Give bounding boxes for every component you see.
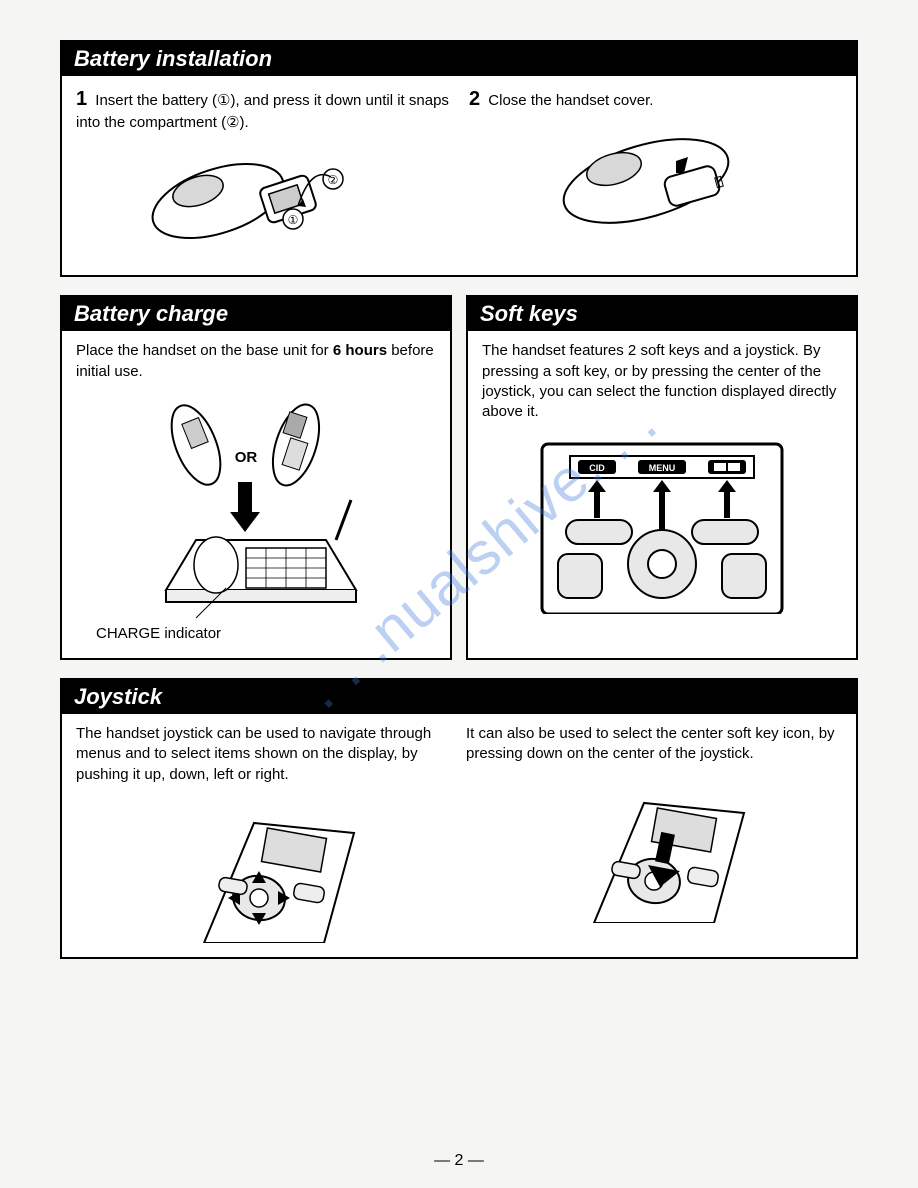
charge-caption: CHARGE indicator [76,624,436,644]
section-battery-charge: Battery charge Place the handset on the … [60,295,452,660]
illus-joystick-nav [76,793,452,943]
softkeys-text: The handset features 2 soft keys and a j… [482,341,842,422]
body-joystick: The handset joystick can be used to navi… [62,714,856,957]
joystick-text-right: It can also be used to select the center… [466,724,842,765]
body-battery-charge: Place the handset on the base unit for 6… [62,331,450,658]
illus-step1: ② ① [76,141,449,261]
charge-text: Place the handset on the base unit for 6… [76,341,436,382]
step-1: 1 Insert the battery (①), and press it d… [76,86,449,261]
section-soft-keys: Soft keys The handset features 2 soft ke… [466,295,858,660]
svg-text:①: ① [287,213,298,227]
step-1-text: Insert the battery (①), and press it dow… [76,92,449,131]
svg-text:MENU: MENU [649,463,676,473]
body-battery-install: 1 Insert the battery (①), and press it d… [62,76,856,275]
illus-joystick-press [466,773,842,923]
step-2-text: Close the handset cover. [488,92,653,109]
illus-softkeys: CID MENU [482,434,842,614]
step-2-number: 2 [469,88,480,110]
illus-charge: OR [76,390,436,644]
section-battery-install: Battery installation 1 Insert the batter… [60,40,858,277]
section-joystick: Joystick The handset joystick can be use… [60,678,858,959]
body-soft-keys: The handset features 2 soft keys and a j… [468,331,856,628]
charge-text-pre: Place the handset on the base unit for [76,342,333,359]
header-soft-keys: Soft keys [468,297,856,331]
header-battery-charge: Battery charge [62,297,450,331]
svg-text:CID: CID [589,463,605,473]
joystick-left-col: The handset joystick can be used to navi… [76,724,452,943]
illus-step2 [469,121,842,241]
joystick-text-left: The handset joystick can be used to navi… [76,724,452,785]
header-battery-install: Battery installation [62,42,856,76]
svg-text:②: ② [327,173,338,187]
header-joystick: Joystick [62,680,856,714]
svg-text:OR: OR [235,449,258,466]
step-2: 2 Close the handset cover. [469,86,842,261]
charge-text-bold: 6 hours [333,342,387,359]
joystick-right-col: It can also be used to select the center… [466,724,842,943]
step-1-number: 1 [76,88,87,110]
page-number: — 2 — [0,1152,918,1170]
